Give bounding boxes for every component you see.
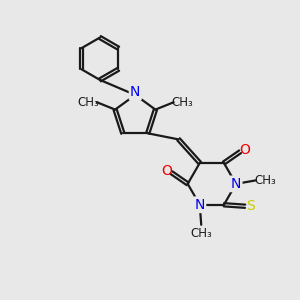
Text: O: O	[161, 164, 172, 178]
Text: CH₃: CH₃	[190, 227, 212, 240]
Text: CH₃: CH₃	[172, 96, 194, 109]
Text: N: N	[231, 177, 241, 191]
Text: O: O	[240, 143, 250, 157]
Text: N: N	[130, 85, 140, 99]
Text: CH₃: CH₃	[254, 174, 276, 187]
Text: CH₃: CH₃	[77, 96, 99, 109]
Text: S: S	[247, 199, 255, 213]
Text: N: N	[195, 198, 205, 212]
